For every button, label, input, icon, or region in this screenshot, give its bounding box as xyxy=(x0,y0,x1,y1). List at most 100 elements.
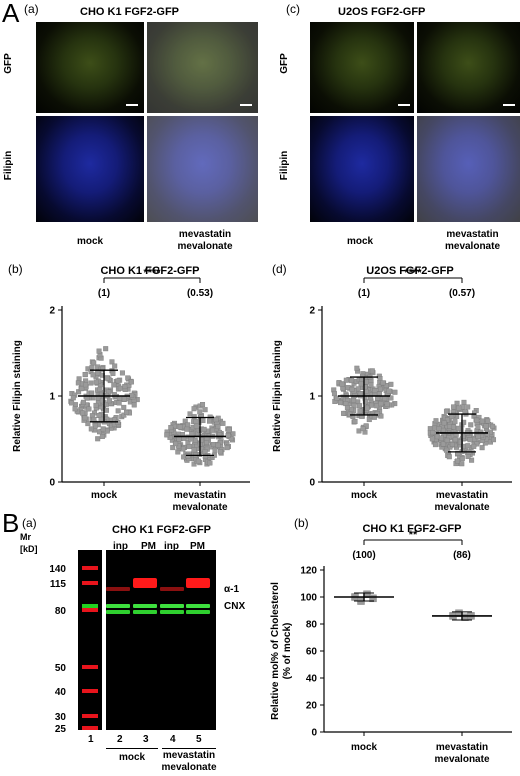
data-point xyxy=(363,423,369,429)
data-point xyxy=(191,414,197,420)
data-point xyxy=(210,427,216,433)
data-point xyxy=(192,437,198,443)
chart-cholesterol: CHO K1 FGF2-GFP 0 20 40 60 80 100 120 Relative m… xyxy=(270,523,512,765)
ladder-band xyxy=(82,689,98,693)
data-point xyxy=(360,426,366,432)
data-point xyxy=(115,408,121,414)
group-treat-underline xyxy=(162,748,216,749)
data-point xyxy=(479,418,485,424)
data-point xyxy=(95,436,101,442)
data-point xyxy=(69,400,75,406)
marker-label: 40 xyxy=(55,687,67,698)
data-point xyxy=(191,461,197,467)
data-point xyxy=(98,416,104,422)
data-point xyxy=(213,417,219,423)
lane-number-2: 2 xyxy=(117,734,123,745)
x-tick-label: mevastatin xyxy=(436,490,488,501)
data-point xyxy=(455,458,461,464)
data-point xyxy=(122,384,128,390)
panel-b-letter: B xyxy=(2,508,20,538)
data-point xyxy=(121,396,127,402)
lane-number-3: 3 xyxy=(143,734,149,745)
micro-c-filipin-treat xyxy=(417,116,520,222)
data-point xyxy=(82,415,88,421)
data-point xyxy=(443,408,449,414)
data-point xyxy=(392,389,398,395)
chart-title: CHO K1 FGF2-GFP xyxy=(100,265,199,277)
data-point xyxy=(93,379,99,385)
data-point xyxy=(92,423,98,429)
data-point xyxy=(449,413,455,419)
micro-c-gfp-treat xyxy=(417,22,520,113)
data-point xyxy=(354,365,360,371)
x-tick-label: mevastatin xyxy=(174,490,226,501)
y-tick-label: 2 xyxy=(309,306,315,317)
micro-a-col-mock: mock xyxy=(76,236,104,247)
data-point xyxy=(80,410,86,416)
y-tick-label: 0 xyxy=(49,478,55,489)
mean-annotation: (100) xyxy=(352,550,375,561)
lane-inp-1: inp xyxy=(113,541,128,552)
ladder-band xyxy=(82,566,98,570)
alpha-band xyxy=(186,578,210,588)
panel-b-sub-b: (b) xyxy=(294,516,309,530)
data-point xyxy=(121,404,127,410)
data-point xyxy=(468,422,474,428)
data-point xyxy=(85,421,91,427)
chart-d: U2OS FGF2-GFP 0 1 2 Relative Filipin stainin… xyxy=(272,265,512,512)
data-point xyxy=(100,426,106,432)
data-point xyxy=(95,370,101,376)
micro-a-gfp-treat xyxy=(147,22,258,113)
data-point xyxy=(111,382,117,388)
panel-a-letter: A xyxy=(2,0,20,28)
y-tick-label: 0 xyxy=(309,478,315,489)
alpha-band-faint xyxy=(106,587,130,591)
data-point xyxy=(89,390,95,396)
blot-title: CHO K1 FGF2-GFP xyxy=(112,524,212,536)
data-point xyxy=(351,403,357,409)
significance-label: **** xyxy=(404,267,422,279)
ladder-band xyxy=(82,726,98,730)
data-point xyxy=(430,430,436,436)
data-point xyxy=(461,399,467,405)
data-point xyxy=(364,405,370,411)
data-point xyxy=(195,458,201,464)
y-axis-label: (% of mock) xyxy=(282,623,293,680)
data-point xyxy=(104,375,110,381)
data-point xyxy=(191,447,197,453)
micro-c-row-gfp: GFP xyxy=(278,53,290,74)
y-axis-label: Relative mol% of Cholesterol xyxy=(270,582,281,720)
data-point xyxy=(170,445,176,451)
data-point xyxy=(116,400,122,406)
lane-inp-2: inp xyxy=(164,541,179,552)
data-point xyxy=(210,442,216,448)
micro-a-row-filipin: Filipin xyxy=(3,150,15,181)
lane-pm-1: PM xyxy=(141,541,156,552)
y-tick-label: 100 xyxy=(300,593,317,604)
data-point xyxy=(347,411,353,417)
ladder-lane xyxy=(78,550,102,730)
data-point xyxy=(357,408,363,414)
data-point xyxy=(207,418,213,424)
data-point xyxy=(226,427,232,433)
data-point xyxy=(478,429,484,435)
data-point xyxy=(93,402,99,408)
data-point xyxy=(103,407,109,413)
data-point xyxy=(453,431,459,437)
data-point xyxy=(220,420,226,426)
data-point xyxy=(460,443,466,449)
data-point xyxy=(490,423,496,429)
ladder-band xyxy=(82,581,98,585)
data-point xyxy=(200,418,206,424)
data-point xyxy=(460,433,466,439)
data-point xyxy=(88,380,94,386)
data-point xyxy=(485,418,491,424)
data-point xyxy=(483,423,489,429)
micro-a-filipin-treat xyxy=(147,116,258,222)
data-point xyxy=(193,419,199,425)
data-point xyxy=(384,401,390,407)
data-point xyxy=(351,397,357,403)
alpha-band xyxy=(133,578,157,588)
data-point xyxy=(444,417,450,423)
